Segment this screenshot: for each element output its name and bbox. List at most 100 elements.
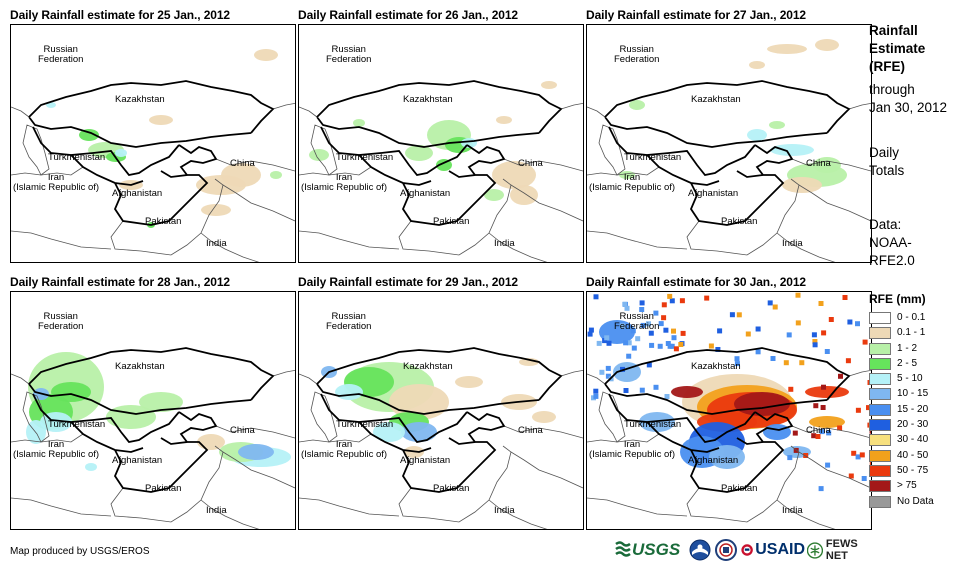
label-russia: Russian Federation bbox=[326, 44, 372, 65]
label-russia: Russian Federation bbox=[614, 311, 660, 332]
label-china: China bbox=[230, 158, 255, 169]
legend-label: 15 - 20 bbox=[897, 403, 929, 415]
usgs-logo: USGS bbox=[615, 538, 687, 562]
legend-swatch bbox=[869, 357, 891, 370]
sidebar-data-source1: NOAA- bbox=[869, 235, 912, 250]
label-kazakhstan: Kazakhstan bbox=[115, 94, 165, 105]
label-kazakhstan: Kazakhstan bbox=[691, 361, 741, 372]
sidebar-through: through bbox=[869, 82, 915, 97]
label-turkmenistan: Turkmenistan bbox=[624, 419, 682, 430]
label-kazakhstan: Kazakhstan bbox=[403, 94, 453, 105]
legend-swatch bbox=[869, 419, 891, 432]
panel-title: Daily Rainfall estimate for 30 Jan., 201… bbox=[586, 275, 807, 289]
label-china: China bbox=[518, 425, 543, 436]
legend-label: 50 - 75 bbox=[897, 464, 929, 476]
legend-swatch bbox=[869, 480, 891, 493]
label-china: China bbox=[806, 425, 831, 436]
fewsnet-logo: FEWS NET bbox=[807, 538, 879, 562]
rainfall-map: Russian Federation Kazakhstan Turkmenistan I… bbox=[10, 291, 296, 530]
map-graphic bbox=[587, 39, 871, 262]
legend-swatch bbox=[869, 434, 891, 447]
label-pakistan: Pakistan bbox=[721, 483, 758, 494]
label-iran: Iran (Islamic Republic of) bbox=[13, 172, 100, 193]
label-china: China bbox=[230, 425, 255, 436]
label-turkmenistan: Turkmenistan bbox=[336, 419, 394, 430]
label-iran: Iran (Islamic Republic of) bbox=[301, 172, 388, 193]
panel-title: Daily Rainfall estimate for 26 Jan., 201… bbox=[298, 8, 519, 22]
label-turkmenistan: Turkmenistan bbox=[48, 152, 106, 163]
label-iran: Iran (Islamic Republic of) bbox=[589, 439, 676, 460]
doi-seal-logo bbox=[715, 538, 739, 562]
sidebar-title-line1: Rainfall bbox=[869, 23, 918, 38]
label-pakistan: Pakistan bbox=[145, 216, 182, 227]
legend-swatch bbox=[869, 403, 891, 416]
label-india: India bbox=[782, 238, 803, 249]
partner-logos: USGS USAID FEWS NET bbox=[615, 538, 865, 562]
usgs-wave-icon bbox=[615, 541, 631, 557]
rainfall-map: Russian Federation Kazakhstan Turkmenistan I… bbox=[298, 291, 584, 530]
label-russia: Russian Federation bbox=[38, 311, 84, 332]
sidebar-daily: Daily bbox=[869, 145, 900, 160]
legend-swatch bbox=[869, 373, 891, 386]
label-russia: Russian Federation bbox=[38, 44, 84, 65]
label-iran: Iran (Islamic Republic of) bbox=[13, 439, 100, 460]
legend-label: 0.1 - 1 bbox=[897, 327, 926, 339]
label-afghanistan: Afghanistan bbox=[112, 188, 163, 199]
label-pakistan: Pakistan bbox=[433, 216, 470, 227]
label-china: China bbox=[806, 158, 831, 169]
map-graphic bbox=[11, 347, 295, 529]
legend-label: No Data bbox=[897, 495, 934, 507]
rainfall-map: Russian Federation Kazakhstan Turkmenistan I… bbox=[586, 24, 872, 263]
label-kazakhstan: Kazakhstan bbox=[691, 94, 741, 105]
label-afghanistan: Afghanistan bbox=[400, 188, 451, 199]
panel-title: Daily Rainfall estimate for 25 Jan., 201… bbox=[10, 8, 231, 22]
map-graphic bbox=[299, 80, 583, 262]
map-graphic bbox=[11, 49, 295, 262]
legend-swatch bbox=[869, 449, 891, 462]
label-kazakhstan: Kazakhstan bbox=[403, 361, 453, 372]
label-iran: Iran (Islamic Republic of) bbox=[301, 439, 388, 460]
label-afghanistan: Afghanistan bbox=[688, 188, 739, 199]
noaa-logo bbox=[689, 538, 713, 562]
sidebar-title-line2: Estimate bbox=[869, 41, 926, 56]
label-russia: Russian Federation bbox=[614, 44, 660, 65]
legend-label: 1 - 2 bbox=[897, 342, 918, 354]
sidebar-title-line3: (RFE) bbox=[869, 59, 905, 74]
legend-label: 2 - 5 bbox=[897, 357, 918, 369]
rainfall-map: Russian Federation Kazakhstan Turkmenistan I… bbox=[298, 24, 584, 263]
label-afghanistan: Afghanistan bbox=[400, 455, 451, 466]
label-russia: Russian Federation bbox=[326, 311, 372, 332]
panel-title: Daily Rainfall estimate for 27 Jan., 201… bbox=[586, 8, 807, 22]
legend-label: 10 - 15 bbox=[897, 388, 929, 400]
legend-title: RFE (mm) bbox=[869, 292, 926, 306]
label-turkmenistan: Turkmenistan bbox=[336, 152, 394, 163]
label-china: China bbox=[518, 158, 543, 169]
sidebar-date: Jan 30, 2012 bbox=[869, 100, 948, 115]
legend-label: 0 - 0.1 bbox=[897, 312, 926, 323]
rainfall-map: Russian Federation Kazakhstan Turkmenistan I… bbox=[10, 24, 296, 263]
sidebar-data-label: Data: bbox=[869, 217, 902, 232]
usaid-logo: USAID bbox=[741, 538, 805, 562]
label-india: India bbox=[494, 238, 515, 249]
map-graphic bbox=[299, 347, 583, 529]
label-pakistan: Pakistan bbox=[145, 483, 182, 494]
label-india: India bbox=[206, 505, 227, 516]
map-credit: Map produced by USGS/EROS bbox=[10, 546, 150, 557]
legend-swatch bbox=[869, 342, 891, 355]
legend-label: 5 - 10 bbox=[897, 373, 923, 385]
legend-swatch bbox=[869, 464, 891, 477]
rainfall-map: Russian Federation Kazakhstan Turkmenistan I… bbox=[586, 291, 872, 530]
sidebar-totals: Totals bbox=[869, 163, 905, 178]
sidebar-data-source2: RFE2.0 bbox=[869, 253, 915, 268]
label-pakistan: Pakistan bbox=[721, 216, 758, 227]
legend-label: > 75 bbox=[897, 480, 917, 492]
map-graphic bbox=[587, 292, 871, 529]
label-india: India bbox=[494, 505, 515, 516]
label-afghanistan: Afghanistan bbox=[112, 455, 163, 466]
legend-label: 30 - 40 bbox=[897, 434, 929, 446]
label-afghanistan: Afghanistan bbox=[688, 455, 739, 466]
label-kazakhstan: Kazakhstan bbox=[115, 361, 165, 372]
panel-title: Daily Rainfall estimate for 28 Jan., 201… bbox=[10, 275, 231, 289]
label-india: India bbox=[782, 505, 803, 516]
label-iran: Iran (Islamic Republic of) bbox=[589, 172, 676, 193]
